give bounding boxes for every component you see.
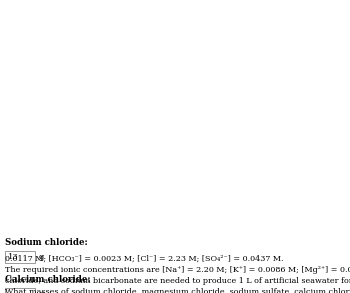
Text: 0.0117 M; [HCO₃⁻] = 0.0023 M; [Cl⁻] = 2.23 M; [SO₄²⁻] = 0.0437 M.: 0.0117 M; [HCO₃⁻] = 0.0023 M; [Cl⁻] = 2.…	[5, 255, 284, 263]
FancyBboxPatch shape	[5, 288, 35, 293]
Text: g: g	[39, 253, 44, 261]
Text: Sodium chloride:: Sodium chloride:	[5, 238, 88, 247]
Text: chloride, and sodium bicarbonate are needed to produce 1 L of artificial seawate: chloride, and sodium bicarbonate are nee…	[5, 277, 350, 285]
Text: 13: 13	[8, 253, 19, 261]
FancyBboxPatch shape	[5, 251, 35, 263]
Text: What masses of sodium chloride, magnesium chloride, sodium sulfate, calcium chlo: What masses of sodium chloride, magnesiu…	[5, 288, 350, 293]
Text: The required ionic concentrations are [Na⁺] = 2.20 M; [K⁺] = 0.0086 M; [Mg²⁺] = : The required ionic concentrations are [N…	[5, 266, 350, 274]
Text: Calcium chloride:: Calcium chloride:	[5, 275, 91, 284]
Text: g: g	[39, 290, 44, 293]
